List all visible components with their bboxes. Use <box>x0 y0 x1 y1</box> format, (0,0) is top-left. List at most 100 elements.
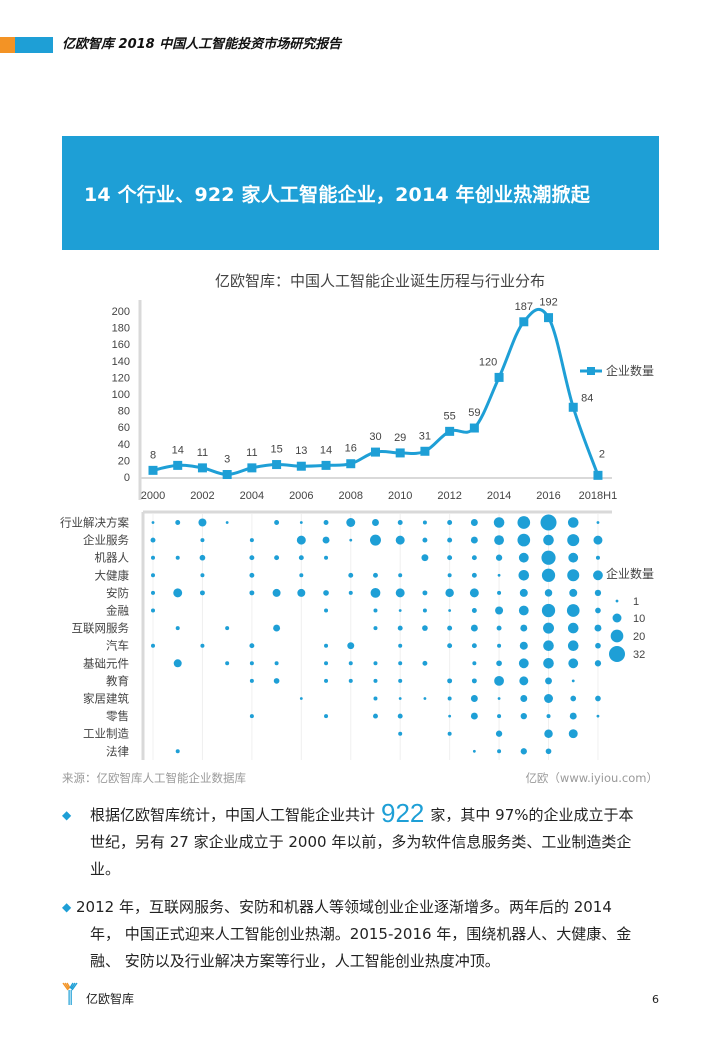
bubble <box>493 517 505 528</box>
bubble <box>370 588 381 598</box>
square-marker-icon <box>395 448 405 458</box>
bubble <box>297 588 306 597</box>
svg-text:2: 2 <box>599 448 605 460</box>
bubble <box>249 643 255 649</box>
svg-text:20: 20 <box>633 631 645 643</box>
bubble <box>447 537 453 543</box>
square-marker-icon <box>222 470 232 480</box>
bubble <box>175 520 181 525</box>
bubble <box>299 521 303 524</box>
bubble <box>249 555 255 561</box>
bubble <box>151 573 155 578</box>
bubble <box>274 555 280 561</box>
svg-text:金融: 金融 <box>106 604 129 618</box>
svg-text:汽车: 汽车 <box>106 639 129 653</box>
bubble <box>249 538 254 543</box>
bubble <box>296 535 306 545</box>
data-labels: 8 14 11 3 11 15 13 14 16 30 29 31 55 59 120 187 192 84 2 <box>150 297 605 466</box>
page-number: 6 <box>652 993 659 1006</box>
svg-text:2012: 2012 <box>437 490 461 502</box>
bubble <box>541 603 556 618</box>
source-site: 亿欧（www.iyiou.com） <box>525 771 658 785</box>
bubble <box>175 555 180 560</box>
square-marker-icon <box>370 447 380 457</box>
bubble <box>447 731 452 736</box>
bubble <box>546 714 551 719</box>
bubble <box>540 514 557 531</box>
bubble <box>447 678 453 684</box>
bubble-gridlines <box>152 514 599 760</box>
bubble <box>520 695 528 702</box>
bubble <box>398 697 402 700</box>
bubble <box>471 555 477 561</box>
bubble <box>469 588 479 598</box>
bubble <box>373 678 378 683</box>
bubble-legend: 企业数量 1 10 20 32 <box>606 566 654 662</box>
bubble <box>518 570 530 581</box>
bubble <box>495 606 504 615</box>
header-accent-orange <box>0 37 15 53</box>
bubble <box>298 555 304 561</box>
line-markers <box>148 313 603 480</box>
bubble <box>593 535 603 545</box>
bubble <box>567 569 580 582</box>
square-marker-icon <box>148 465 158 475</box>
bubble <box>373 572 378 578</box>
bubble <box>566 604 580 617</box>
bubble <box>447 643 453 649</box>
bubble <box>496 660 502 667</box>
square-marker-icon <box>346 459 356 469</box>
bubble <box>595 555 600 560</box>
svg-text:2004: 2004 <box>240 490 264 502</box>
square-marker-icon <box>296 461 306 471</box>
bubble <box>497 714 502 719</box>
bubble <box>568 552 579 563</box>
bubble <box>470 519 478 526</box>
svg-text:2016: 2016 <box>536 490 560 502</box>
svg-text:32: 32 <box>633 649 645 661</box>
bubble <box>200 573 205 578</box>
header-accent-blue <box>15 37 53 53</box>
bubble <box>274 661 279 666</box>
svg-text:2010: 2010 <box>388 490 412 502</box>
svg-text:160: 160 <box>112 339 130 351</box>
bubble <box>373 713 378 719</box>
legend-bubble <box>609 646 625 662</box>
diamond-bullet-icon: ◆ <box>62 808 72 822</box>
bubble <box>541 550 556 565</box>
svg-text:企业数量: 企业数量 <box>606 363 654 378</box>
bubble <box>151 555 155 560</box>
bubble <box>346 518 356 527</box>
square-marker-icon <box>587 367 595 375</box>
bubble <box>273 678 280 684</box>
bubble <box>541 568 556 582</box>
bubble <box>348 661 353 666</box>
x-tick-labels: 2000 2002 2004 2006 2008 2010 2012 2014 2016 2018… <box>141 490 617 502</box>
bubble <box>447 696 452 701</box>
bubble <box>543 534 554 546</box>
svg-text:180: 180 <box>112 323 130 335</box>
svg-text:法律: 法律 <box>106 744 129 758</box>
svg-text:2000: 2000 <box>141 490 165 502</box>
svg-text:120: 120 <box>112 372 130 384</box>
svg-text:基础元件: 基础元件 <box>83 656 129 670</box>
bubble <box>322 536 330 544</box>
bubble <box>518 605 529 616</box>
bubble <box>544 729 553 738</box>
bubble <box>494 535 504 545</box>
svg-text:家居建筑: 家居建筑 <box>83 692 129 706</box>
bubble <box>173 659 182 668</box>
industry-labels: 行业解决方案企业服务机器人大健康安防金融互联网服务汽车基础元件教育家居建筑零售工… <box>60 516 129 759</box>
bubble <box>545 748 552 755</box>
bubble <box>519 588 528 597</box>
bubble <box>567 640 579 651</box>
svg-text:29: 29 <box>394 432 406 444</box>
bubble <box>151 521 155 524</box>
bubble <box>496 625 502 631</box>
svg-text:15: 15 <box>270 444 282 456</box>
bubble <box>324 661 329 666</box>
bubble <box>324 555 329 560</box>
bubble <box>519 641 528 650</box>
svg-text:安防: 安防 <box>106 586 129 600</box>
bubble <box>347 642 355 650</box>
